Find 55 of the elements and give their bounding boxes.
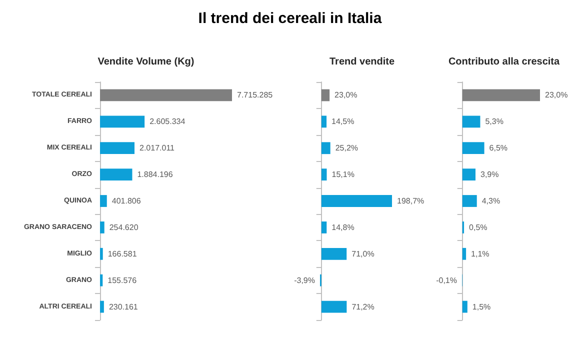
chart-title: Contributo alla crescita xyxy=(448,56,560,68)
bar xyxy=(100,195,107,207)
bar xyxy=(100,221,104,234)
bar xyxy=(321,221,327,234)
bar xyxy=(100,89,232,102)
chart-title: Trend vendite xyxy=(329,56,395,68)
data-label: 401.806 xyxy=(112,196,142,206)
data-label: 0,5% xyxy=(469,222,488,232)
data-label: 1,1% xyxy=(471,249,490,258)
data-label: 15,1% xyxy=(332,170,354,180)
bar xyxy=(321,248,347,260)
data-label: 1.884.196 xyxy=(137,170,174,180)
bar xyxy=(100,142,135,154)
data-label: 23,0% xyxy=(334,90,358,100)
chart-subtitle: Vendite Volume (Kg) xyxy=(98,56,194,68)
bar xyxy=(462,195,477,207)
bar xyxy=(462,300,468,313)
data-label: 71,2% xyxy=(352,302,374,312)
bar xyxy=(100,116,145,128)
bar xyxy=(462,142,484,154)
bar xyxy=(100,300,104,313)
data-label: 14,8% xyxy=(332,222,354,232)
data-label: 6,5% xyxy=(489,144,508,153)
data-label: 71,0% xyxy=(352,249,374,258)
bar xyxy=(462,116,480,128)
data-label: 4,3% xyxy=(482,196,500,206)
bar xyxy=(321,116,327,128)
bar xyxy=(321,89,330,102)
data-label: 198,7% xyxy=(397,196,424,206)
data-label: 2.605.334 xyxy=(150,117,186,126)
bar xyxy=(462,248,466,260)
bar xyxy=(321,300,347,313)
bar xyxy=(321,195,392,207)
bar xyxy=(321,142,330,154)
data-label: 23,0% xyxy=(545,90,568,100)
data-label: 166.581 xyxy=(108,249,138,258)
data-label: 3,9% xyxy=(480,170,499,180)
data-label: 7.715.285 xyxy=(237,90,274,100)
data-label: 254.620 xyxy=(109,222,139,232)
data-label: -0,1% xyxy=(436,276,457,285)
data-label: 14,5% xyxy=(332,117,354,126)
data-label: 230.161 xyxy=(108,302,138,312)
data-label: 25,2% xyxy=(335,144,358,153)
bar xyxy=(462,89,540,102)
bar xyxy=(100,274,103,286)
bar xyxy=(321,168,327,181)
data-label: 155.576 xyxy=(108,276,138,285)
data-label: 1,5% xyxy=(472,302,491,312)
text: Il trend dei cereali in Italia xyxy=(197,10,383,27)
data-label: 5,3% xyxy=(485,117,504,126)
bar xyxy=(100,168,132,181)
bar xyxy=(462,168,476,181)
data-label: 2.017.011 xyxy=(140,144,176,153)
data-label: -3,9% xyxy=(294,276,315,285)
bar xyxy=(100,248,103,260)
